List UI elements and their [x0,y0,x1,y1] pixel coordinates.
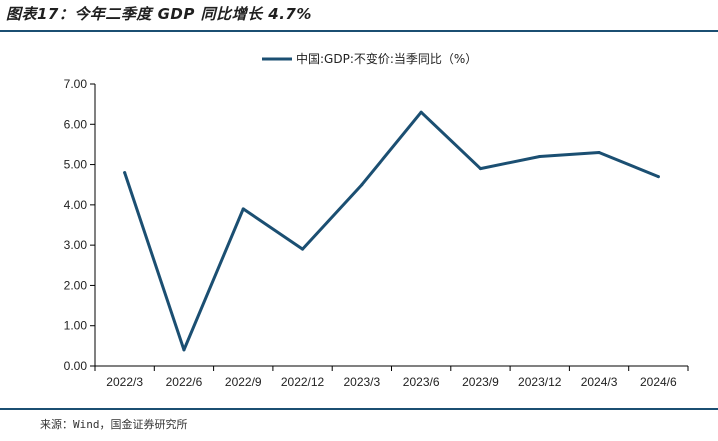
data-point [182,348,186,352]
data-point [301,247,305,251]
x-tick-label: 2024/6 [640,375,677,389]
data-point [419,110,423,114]
line-chart: 中国:GDP:不变价:当季同比（%） 0.00 1.00 2.00 3.00 4.00 5… [64,51,689,389]
x-tick-label: 2022/9 [225,375,262,389]
y-tick-label: 4.00 [64,198,88,212]
legend-label: 中国:GDP:不变价:当季同比（%） [296,51,477,66]
x-tick-label: 2023/6 [403,375,440,389]
x-tick-label: 2022/6 [166,375,203,389]
data-point [360,183,364,187]
x-tick-label: 2022/3 [106,375,143,389]
x-tick-label: 2024/3 [581,375,618,389]
data-point [123,171,127,175]
data-point [538,155,542,159]
data-point [597,150,601,154]
x-tick-label: 2023/12 [518,375,562,389]
y-axis-ticks: 0.00 1.00 2.00 3.00 4.00 5.00 6.00 7.00 [64,77,95,373]
x-tick-label: 2022/12 [281,375,325,389]
bottom-rule [0,408,718,410]
top-rule [0,30,718,32]
y-tick-label: 0.00 [64,359,88,373]
data-point [656,175,660,179]
y-tick-label: 2.00 [64,278,88,292]
x-axis-ticks: 2022/3 2022/6 2022/9 2022/12 2023/3 2023/6 202… [94,366,689,389]
data-point [478,167,482,171]
y-tick-label: 1.00 [64,319,88,333]
data-point [241,207,245,211]
y-tick-label: 5.00 [64,158,88,172]
legend: 中国:GDP:不变价:当季同比（%） [262,51,477,66]
y-tick-label: 3.00 [64,238,88,252]
data-points [123,110,660,352]
y-tick-label: 6.00 [64,117,88,131]
x-tick-label: 2023/9 [462,375,499,389]
figure-title: 图表17：今年二季度 GDP 同比增长 4.7% [6,5,312,23]
y-tick-label: 7.00 [64,77,88,91]
series-line [123,110,660,352]
source-note: 来源：Wind，国金证券研究所 [40,418,188,431]
x-tick-label: 2023/3 [343,375,380,389]
